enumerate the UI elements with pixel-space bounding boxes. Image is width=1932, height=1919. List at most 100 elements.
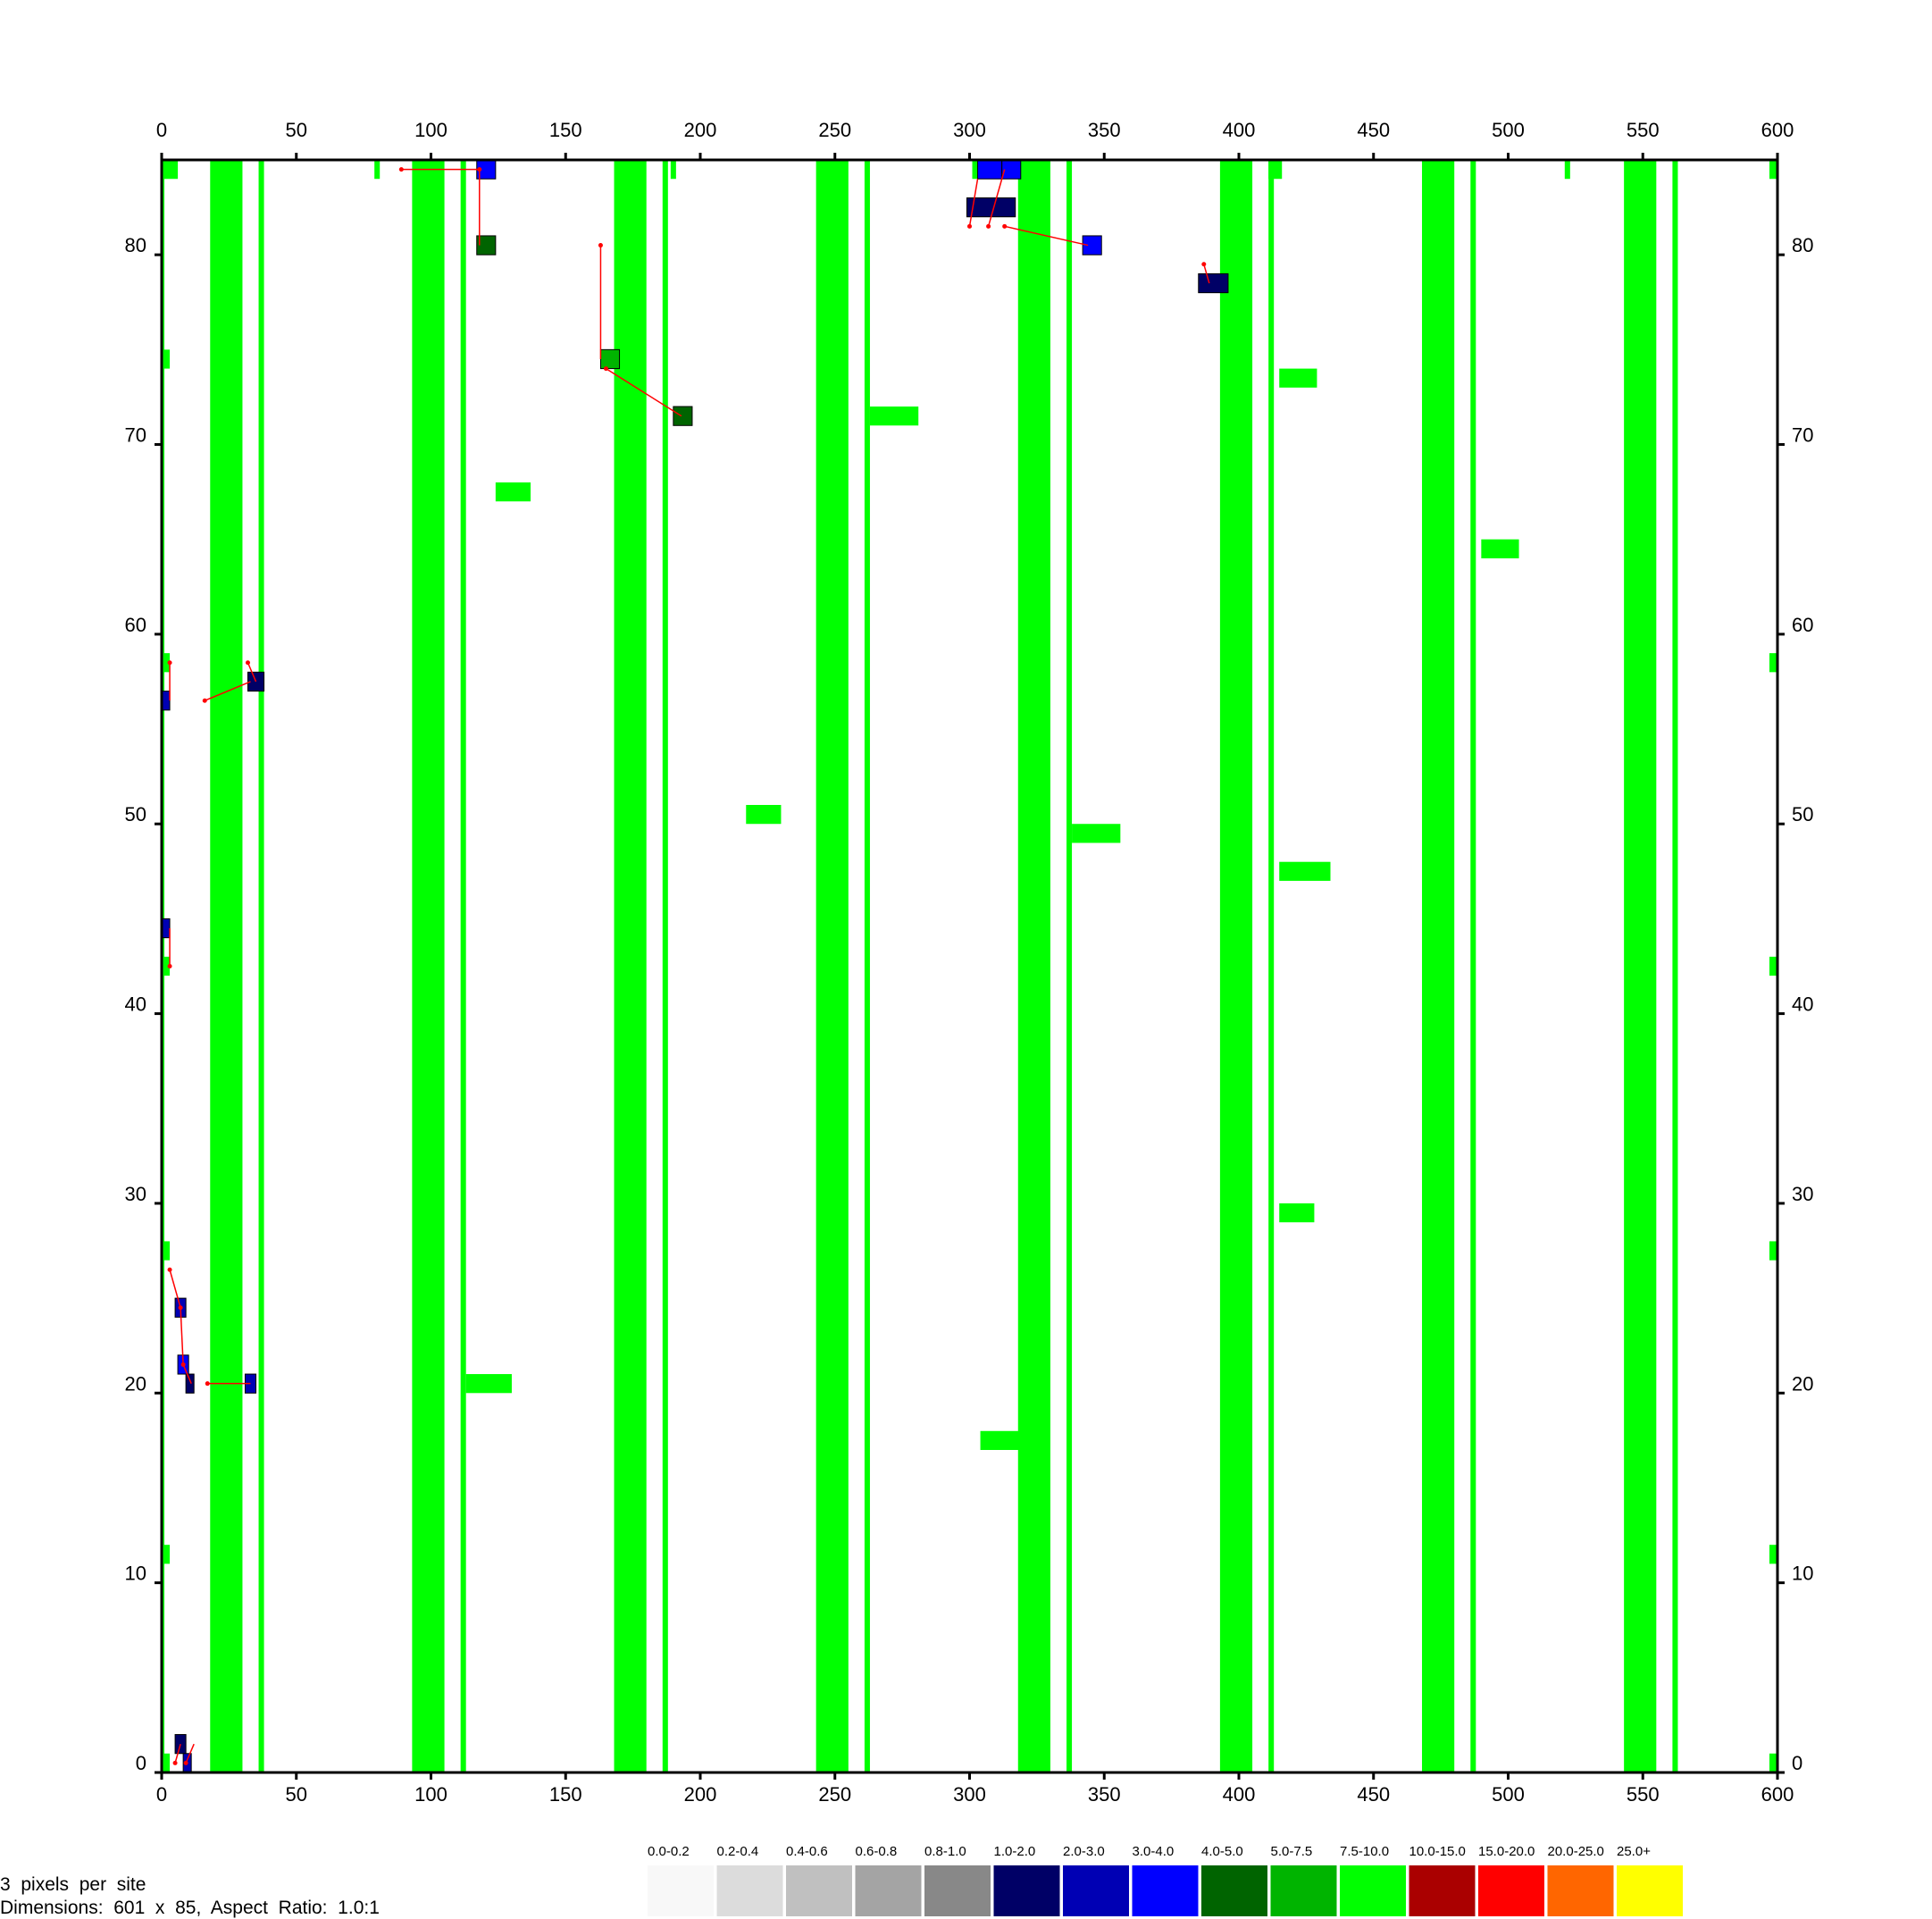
- heatmap-cell: [673, 406, 693, 426]
- legend-swatch: [924, 1865, 991, 1916]
- x-tick-label-top: 300: [953, 119, 986, 141]
- legend-swatch: [993, 1865, 1060, 1916]
- band: [1470, 160, 1476, 1772]
- x-tick-label-bottom: 50: [286, 1783, 307, 1806]
- y-tick-label-right: 0: [1792, 1752, 1802, 1774]
- link-dot: [180, 1362, 186, 1367]
- legend-swatch: [855, 1865, 922, 1916]
- y-tick-label-left: 70: [125, 424, 146, 447]
- heatmap-cell: [185, 1373, 195, 1394]
- heatmap-cell: [1279, 1203, 1315, 1223]
- legend-label: 0.2-0.4: [717, 1844, 759, 1859]
- y-tick-label-right: 70: [1792, 424, 1813, 447]
- link-dot: [986, 223, 991, 229]
- band: [864, 160, 870, 1772]
- heatmap-cell: [980, 1430, 1026, 1450]
- x-tick-label-top: 350: [1088, 119, 1121, 141]
- band: [1219, 160, 1253, 1772]
- heatmap-cell: [1564, 160, 1570, 180]
- band: [258, 160, 264, 1772]
- link-dot: [1201, 262, 1207, 267]
- link-line: [182, 1364, 192, 1384]
- link-line: [606, 367, 682, 417]
- link-line: [169, 1270, 181, 1308]
- heatmap-cell: [1769, 160, 1777, 180]
- link-dot: [202, 698, 207, 703]
- heatmap-cell: [162, 1545, 171, 1564]
- band: [1624, 160, 1657, 1772]
- link-line: [185, 1743, 195, 1764]
- link-dot: [603, 366, 608, 372]
- legend-label: 15.0-20.0: [1478, 1844, 1535, 1859]
- heatmap-cell: [465, 1374, 512, 1394]
- x-tick-label-top: 400: [1223, 119, 1256, 141]
- legend-label: 0.4-0.6: [786, 1844, 828, 1859]
- band: [662, 160, 668, 1772]
- link-dot: [245, 660, 250, 666]
- heatmap-cell: [1769, 956, 1777, 976]
- link-line: [204, 681, 251, 701]
- heatmap-cell: [746, 805, 782, 825]
- band: [1672, 160, 1678, 1772]
- band: [1268, 160, 1275, 1772]
- x-tick-label-bottom: 0: [156, 1783, 167, 1806]
- legend-swatch: [648, 1865, 714, 1916]
- x-tick-label-top: 200: [684, 119, 717, 141]
- band: [210, 160, 243, 1772]
- pixels-per-site-label: 3 pixels per site: [0, 1874, 146, 1895]
- heatmap-cell: [972, 160, 978, 180]
- axis-ticks: 0050501001001501502002002502503003003503…: [125, 119, 1814, 1806]
- heatmap-cell: [162, 956, 171, 976]
- link-dot: [167, 1267, 172, 1272]
- band: [815, 160, 849, 1772]
- legend-swatch: [1132, 1865, 1199, 1916]
- color-legend: 0.0-0.2 0.2-0.4 0.4-0.6 0.6-0.8 0.8-1.0 1.0-2…: [648, 1844, 1683, 1916]
- y-tick-label-left: 0: [136, 1752, 146, 1774]
- link-line: [1203, 264, 1210, 284]
- x-tick-label-bottom: 550: [1627, 1783, 1660, 1806]
- heatmap-cell: [1769, 653, 1777, 673]
- heatmap-cell: [977, 159, 1003, 180]
- link-line: [180, 1307, 184, 1365]
- heatmap-cell: [1268, 160, 1283, 180]
- heatmap-cell: [599, 348, 621, 370]
- legend-label: 2.0-3.0: [1063, 1844, 1105, 1859]
- heatmap-cells: [161, 159, 1777, 1773]
- heatmap-cell: [1279, 368, 1317, 388]
- link-dot: [205, 1381, 210, 1387]
- heatmap-cell: [495, 482, 531, 502]
- heatmap-cell: [1198, 272, 1229, 294]
- vertical-bands: [162, 160, 1678, 1772]
- link-line: [1004, 225, 1089, 247]
- link-lines: [167, 167, 1210, 1765]
- plot-frame: [160, 158, 1779, 1774]
- x-tick-label-bottom: 500: [1492, 1783, 1525, 1806]
- legend-swatch: [1409, 1865, 1476, 1916]
- dimensions-label: Dimensions: 601 x 85, Aspect Ratio: 1.0:…: [0, 1898, 380, 1918]
- heatmap-cell: [374, 160, 381, 180]
- legend-swatch: [1478, 1865, 1544, 1916]
- heatmap-cell: [476, 235, 497, 256]
- x-tick-label-bottom: 300: [953, 1783, 986, 1806]
- y-tick-label-left: 20: [125, 1372, 146, 1395]
- legend-label: 3.0-4.0: [1133, 1844, 1175, 1859]
- link-dot: [1002, 223, 1008, 229]
- heatmap-cell: [162, 160, 179, 180]
- y-tick-label-left: 10: [125, 1563, 146, 1585]
- band: [1422, 160, 1455, 1772]
- link-line: [174, 1743, 181, 1764]
- x-tick-label-top: 250: [818, 119, 851, 141]
- legend-swatch: [1617, 1865, 1683, 1916]
- heatmap-cell: [162, 1753, 171, 1772]
- legend-swatch: [1063, 1865, 1129, 1916]
- heatmap-cell: [1481, 539, 1519, 558]
- x-tick-label-bottom: 400: [1223, 1783, 1256, 1806]
- link-dot: [167, 660, 172, 666]
- y-tick-label-right: 40: [1792, 993, 1813, 1016]
- legend-swatch: [716, 1865, 783, 1916]
- link-dot: [967, 223, 972, 229]
- x-tick-label-top: 600: [1761, 119, 1794, 141]
- x-tick-label-top: 100: [414, 119, 447, 141]
- link-line: [968, 179, 979, 227]
